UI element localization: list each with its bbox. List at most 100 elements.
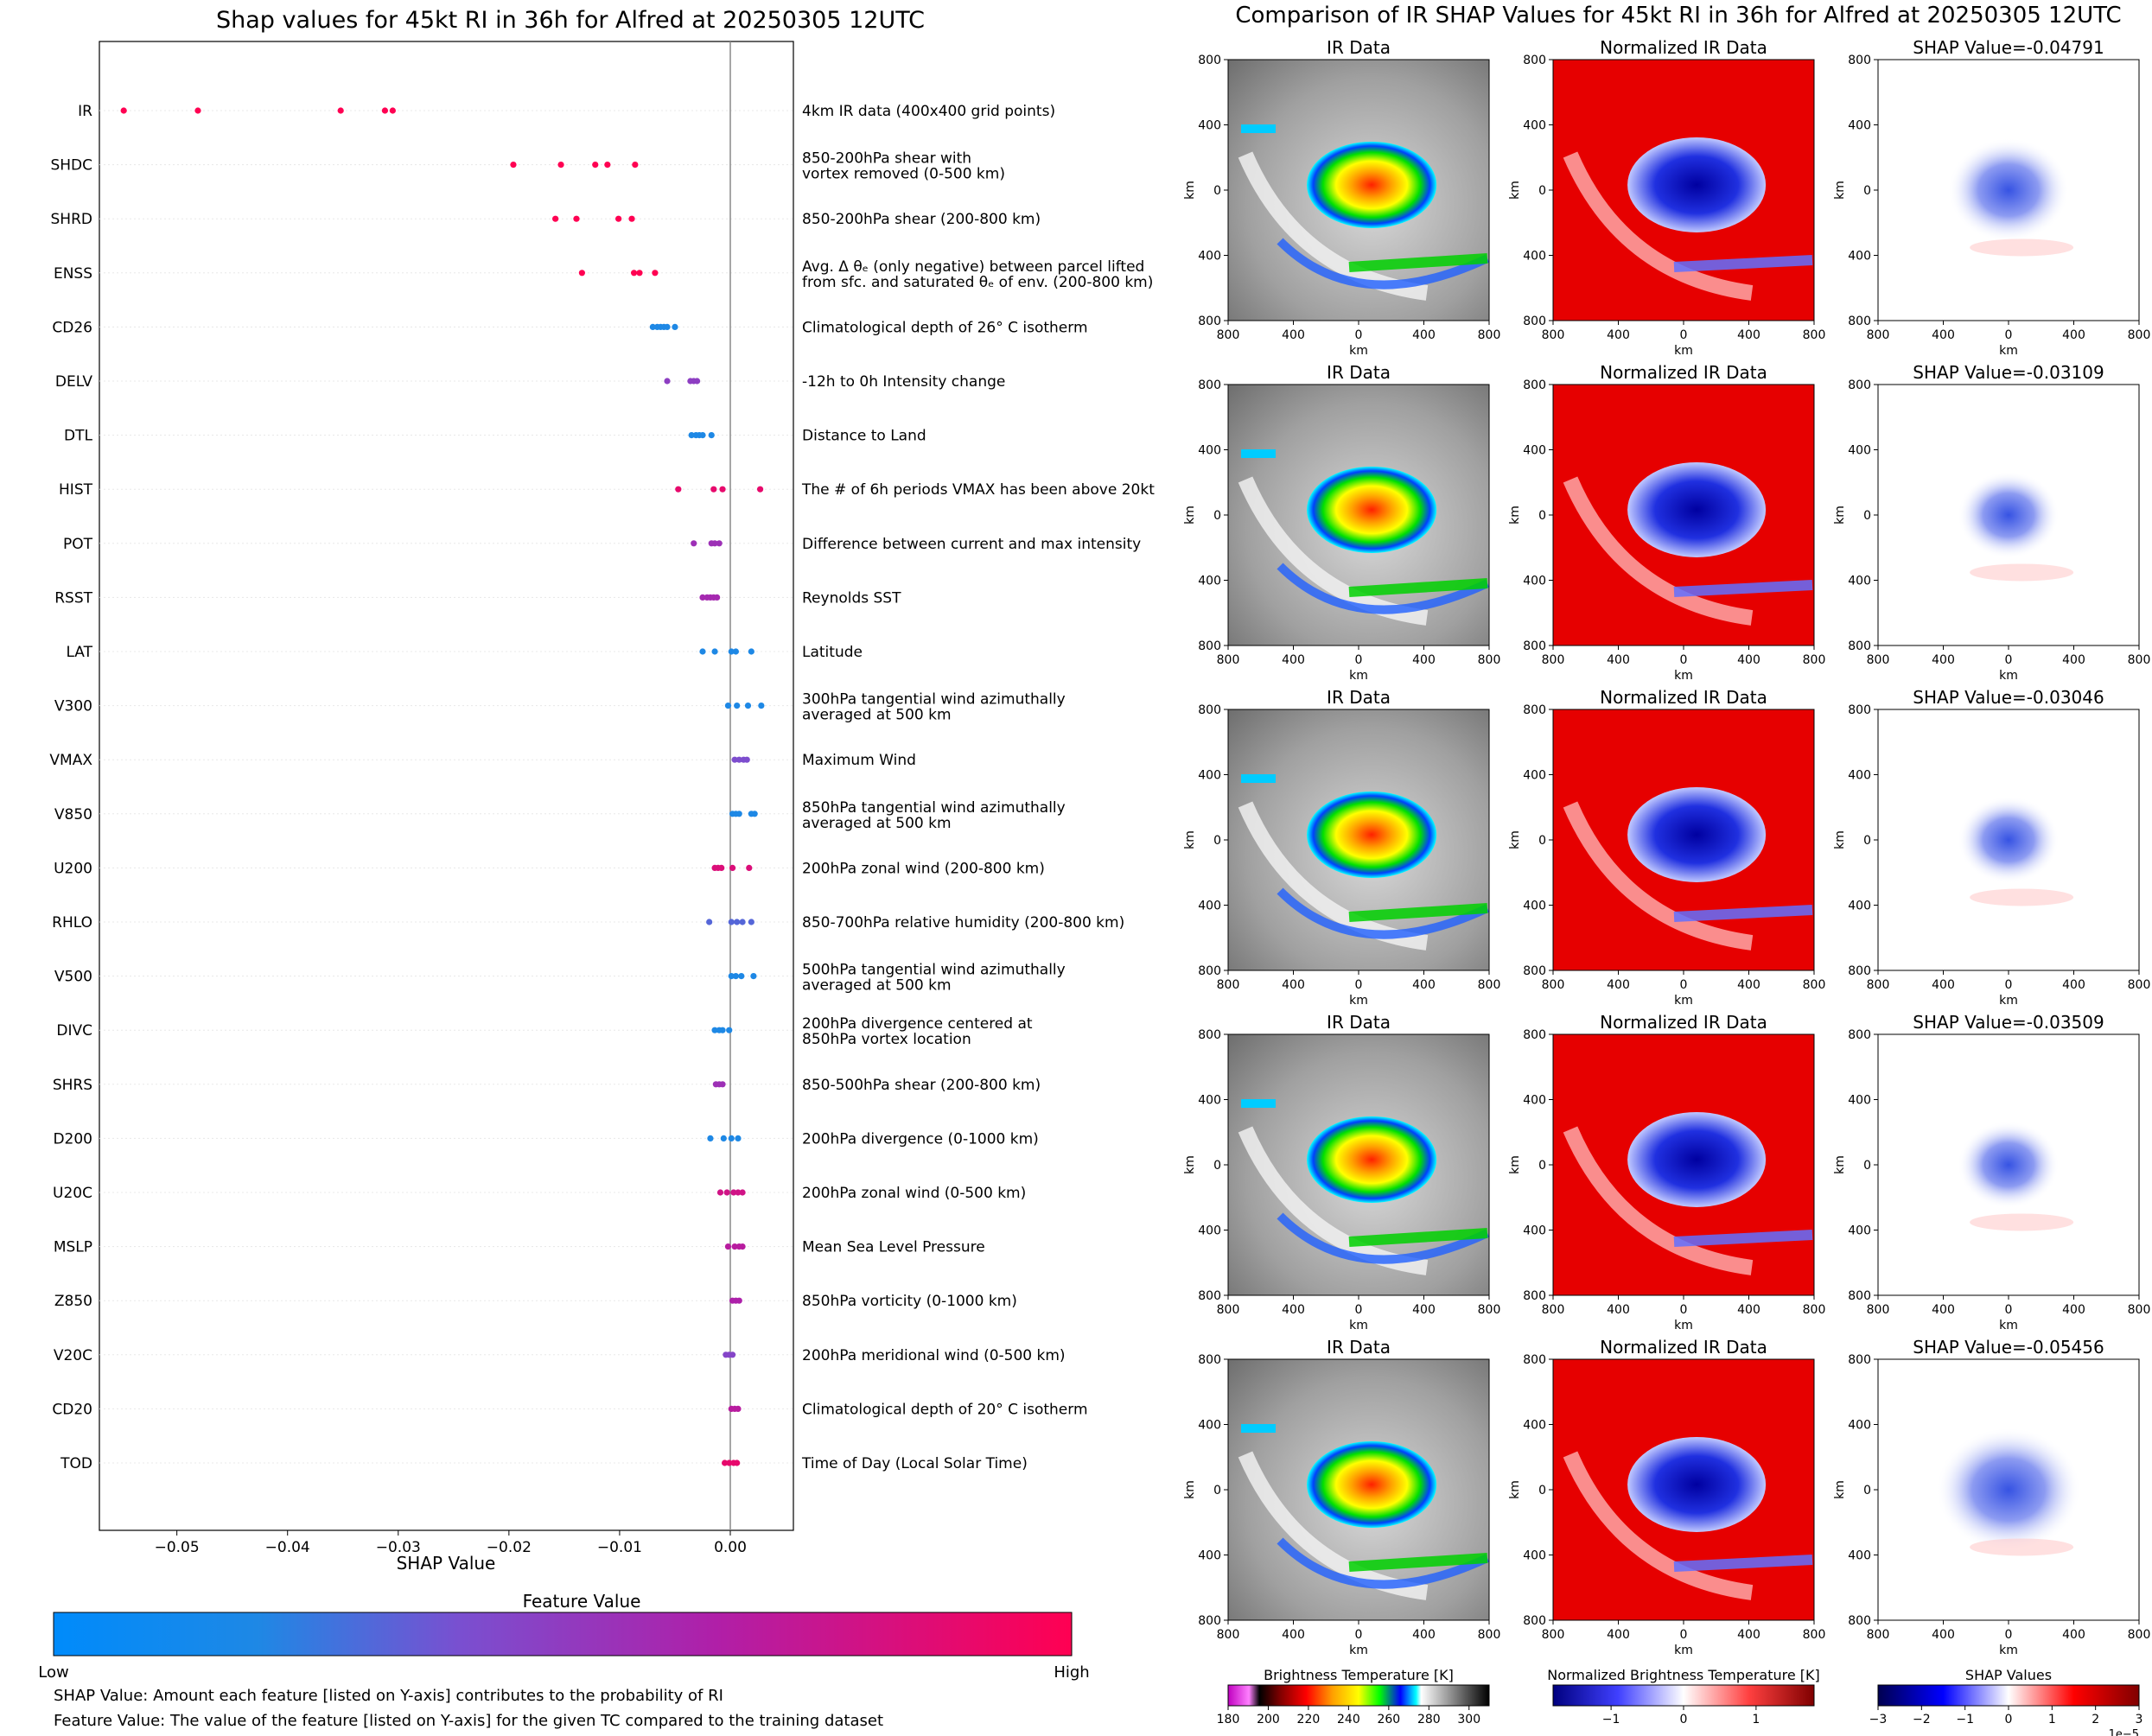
convective-band [1348, 1228, 1488, 1247]
shap-point [672, 323, 678, 330]
x-tick-label: 800 [1478, 1303, 1501, 1317]
ir-subplot: Normalized IR Data8008004004000040040080… [1508, 1012, 1825, 1332]
x-tick-label: 800 [2128, 978, 2151, 992]
colorbar-tick-label: 2 [2092, 1713, 2099, 1726]
x-tick-label: 400 [1607, 328, 1630, 342]
feature-description-label: Time of Day (Local Solar Time) [801, 1455, 1028, 1472]
x-tick-label: 800 [1867, 978, 1890, 992]
y-tick-label: 400 [1198, 900, 1221, 913]
ir-subplot: SHAP Value=-0.03509800800400400004004008… [1833, 1012, 2150, 1332]
subplot-title: IR Data [1327, 1012, 1391, 1033]
colorbar-tick-label: 240 [1337, 1713, 1360, 1726]
shap-point [381, 107, 389, 114]
x-tick-label: 400 [1412, 1628, 1436, 1642]
shap-point [636, 270, 643, 277]
y-tick-label: 0 [1863, 509, 1871, 523]
cold-band [1673, 1230, 1813, 1247]
y-tick-label: 0 [1538, 1484, 1546, 1498]
x-axis-ticks: −0.05 −0.04 −0.03 −0.02 −0.01 0.00 [155, 1530, 747, 1556]
storm-core [1627, 1111, 1767, 1207]
colorbar-tick-label: 200 [1257, 1713, 1280, 1726]
x-tick-label: 800 [2128, 1628, 2151, 1642]
x-axis-label: km [1674, 344, 1693, 358]
colorbar-tick-label: 280 [1417, 1713, 1441, 1726]
y-tick-label: 800 [1198, 54, 1221, 67]
shap-point [592, 162, 599, 169]
x-tick-label: 400 [1607, 653, 1630, 667]
cloud-band [1563, 801, 1754, 951]
x-tick-label: −0.01 [597, 1539, 642, 1556]
y-tick-label: 800 [1523, 315, 1546, 328]
convective-band [1348, 253, 1488, 272]
x-tick-label: 0 [1355, 653, 1363, 667]
feature-description-label: Difference between current and max inten… [802, 536, 1141, 553]
x-tick-label: 800 [2128, 1303, 2151, 1317]
x-axis-label: km [1349, 994, 1368, 1008]
x-tick-label: 400 [1412, 653, 1436, 667]
right-title: Comparison of IR SHAP Values for 45kt RI… [1235, 3, 2121, 29]
y-tick-label: 400 [1523, 769, 1546, 783]
feature-description-label: Maximum Wind [802, 752, 916, 769]
cold-cloud-patch [1241, 1099, 1276, 1108]
shap-point [615, 215, 622, 222]
shap-point [758, 703, 765, 709]
shap-point [719, 1027, 726, 1033]
y-tick-label: 800 [1848, 1289, 1871, 1303]
feature-code-label: LAT [66, 644, 92, 661]
y-tick-label: 400 [1198, 575, 1221, 588]
shap-point [194, 107, 201, 114]
x-tick-label: 0 [1680, 1628, 1688, 1642]
x-tick-label: 400 [2062, 978, 2085, 992]
shap-hotspot [1958, 471, 2060, 559]
x-tick-label: 800 [1217, 653, 1240, 667]
feature-description-label: averaged at 500 km [802, 977, 952, 995]
feature-description-label: -12h to 0h Intensity change [802, 373, 1005, 391]
y-tick-label: 400 [1198, 1549, 1221, 1563]
x-tick-label: 400 [2062, 1303, 2085, 1317]
ir-subplot: Normalized IR Data8008004004000040040080… [1508, 687, 1825, 1008]
shap-positive-area [1970, 563, 2074, 582]
feature-description-label: Reynolds SST [802, 589, 901, 607]
subplot-title: SHAP Value=-0.03046 [1913, 687, 2104, 708]
colorbar-tick-label: 180 [1217, 1713, 1240, 1726]
x-tick-label: 800 [1217, 978, 1240, 992]
y-axis-label: km [1833, 181, 1847, 200]
subplot-title: Normalized IR Data [1600, 687, 1767, 708]
y-tick-label: 400 [1198, 769, 1221, 783]
storm-core [1627, 786, 1767, 882]
y-tick-label: 400 [1198, 1419, 1221, 1433]
y-tick-label: 800 [1848, 1028, 1871, 1042]
shap-point [732, 973, 740, 980]
shap-point [735, 756, 742, 763]
x-tick-label: 400 [1412, 978, 1436, 992]
x-tick-label: 800 [1217, 1303, 1240, 1317]
feature-code-label: HIST [59, 481, 93, 499]
feature-code-label: V500 [54, 969, 92, 986]
x-tick-label: 400 [1932, 1303, 1955, 1317]
feature-code-label: DELV [55, 373, 92, 391]
feature-code-label: CD20 [52, 1401, 92, 1418]
x-tick-label: 0 [2005, 653, 2013, 667]
x-tick-label: 800 [1803, 653, 1826, 667]
x-tick-label: 800 [1542, 978, 1565, 992]
shap-point [337, 107, 344, 114]
x-tick-label: 400 [1607, 1303, 1630, 1317]
shap-point [721, 1459, 729, 1466]
shap-point [735, 1189, 742, 1196]
cold-cloud-patch [1241, 774, 1276, 783]
y-tick-label: 800 [1523, 1289, 1546, 1303]
cold-band [1673, 580, 1813, 597]
y-axis-label: km [1183, 506, 1197, 525]
x-tick-label: 400 [1412, 1303, 1436, 1317]
y-axis-label: km [1183, 830, 1197, 849]
feature-code-label: Z850 [54, 1293, 92, 1310]
convective-band [1277, 1537, 1490, 1589]
ir-colorbars: Brightness Temperature [K]180 200 220 240 26… [1217, 1667, 2143, 1736]
shap-point [724, 703, 732, 709]
x-tick-label: 400 [2062, 328, 2085, 342]
convective-band [1277, 563, 1490, 614]
feature-code-label: U20C [53, 1185, 92, 1202]
x-tick-label: 0 [1355, 328, 1363, 342]
x-tick-label: 400 [1737, 328, 1760, 342]
